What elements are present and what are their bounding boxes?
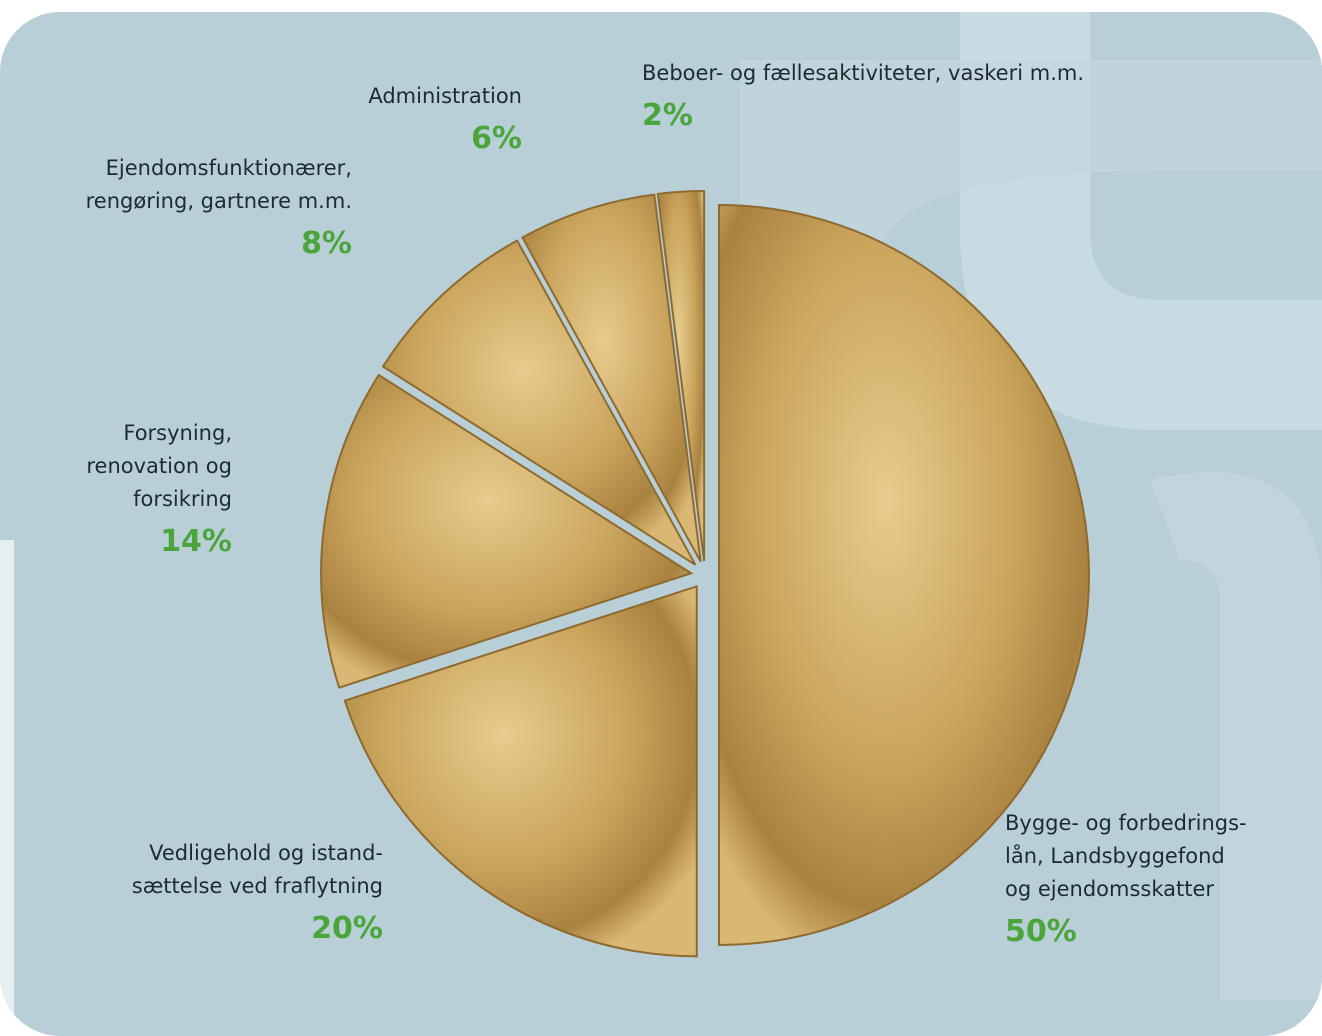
slice-value-label: 50%	[1005, 914, 1077, 949]
slice-label: Beboer- og fællesaktiviteter, vaskeri m.…	[642, 61, 1084, 85]
slice-label: sættelse ved fraflytning	[132, 874, 383, 898]
slice-label: Administration	[368, 84, 522, 108]
slice-label: rengøring, gartnere m.m.	[86, 189, 352, 213]
slice-value-label: 14%	[160, 524, 232, 559]
slice-label: og ejendomsskatter	[1005, 877, 1214, 901]
slice-label: forsikring	[133, 487, 232, 511]
slice-label: Ejendomsfunktionærer,	[106, 156, 352, 180]
slice-label: Bygge- og forbedrings-	[1005, 811, 1247, 835]
slice-label: Forsyning,	[123, 421, 232, 445]
slice-value-label: 8%	[301, 226, 352, 261]
slice-value-label: 2%	[642, 98, 693, 133]
slice-label: renovation og	[86, 454, 232, 478]
chart: Bygge- og forbedrings-lån, Landsbyggefon…	[0, 0, 1322, 1036]
slice-value-label: 6%	[471, 121, 522, 156]
slice-value-label: 20%	[311, 911, 383, 946]
slice-label: Vedligehold og istand-	[149, 841, 383, 865]
slice-label: lån, Landsbyggefond	[1005, 843, 1225, 868]
